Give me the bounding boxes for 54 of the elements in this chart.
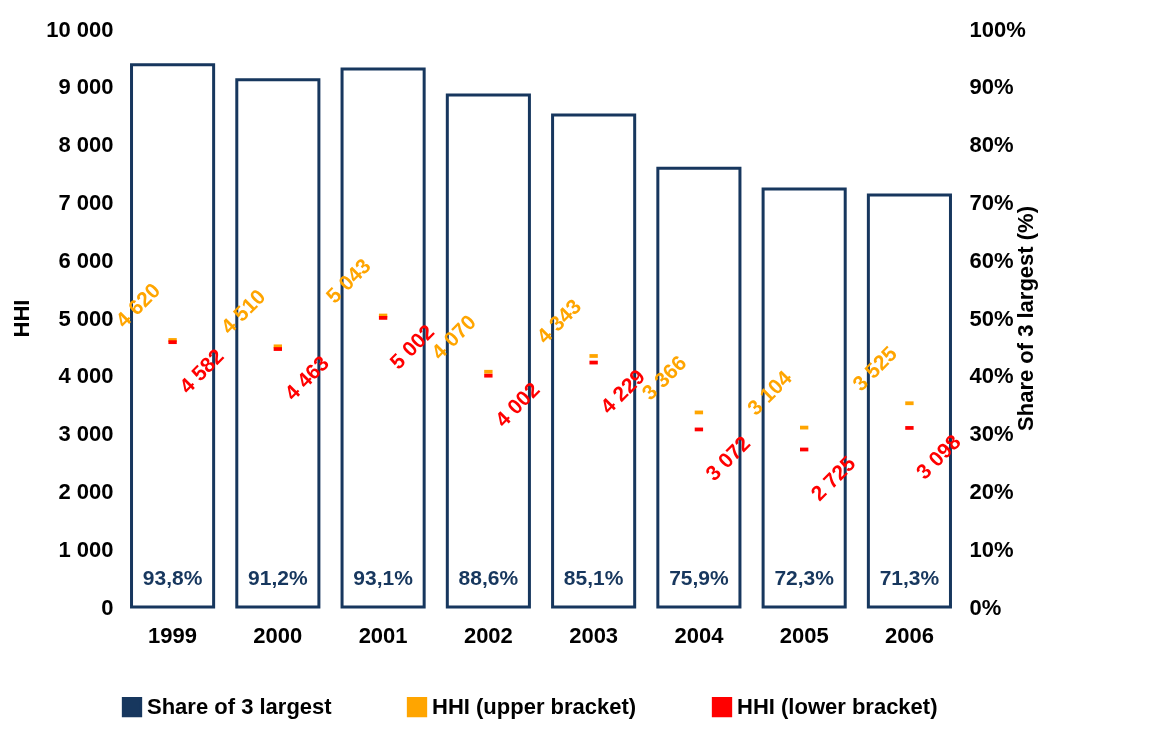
- y2-tick-label: 30%: [969, 421, 1014, 447]
- y2-tick-label: 90%: [969, 74, 1014, 100]
- y2-tick-label: 70%: [969, 189, 1014, 215]
- y-tick-label: 0: [101, 594, 114, 620]
- legend-label: HHI (upper bracket): [432, 694, 637, 720]
- y-tick-label: 5 000: [58, 305, 114, 331]
- x-tick-label: 2003: [569, 622, 619, 648]
- y2-tick-label: 10%: [969, 536, 1014, 562]
- x-tick-label: 2002: [463, 622, 513, 648]
- data-label: 72,3%: [774, 566, 835, 589]
- data-label: 2 725: [806, 451, 860, 505]
- data-label: 4 510: [216, 284, 270, 339]
- y-tick-label: 2 000: [58, 478, 114, 504]
- y2-tick-label: 80%: [969, 132, 1014, 158]
- y-tick-label: 1 000: [58, 536, 114, 562]
- data-label: 85,1%: [563, 566, 624, 589]
- data-label: 4 343: [531, 294, 586, 348]
- y2-tick-label: 100%: [969, 16, 1026, 42]
- data-label: 93,8%: [142, 566, 203, 589]
- x-tick-label: 2006: [884, 622, 934, 648]
- data-label: 71,3%: [879, 566, 940, 589]
- y2-tick-label: 40%: [969, 363, 1014, 389]
- data-label: 88,6%: [458, 566, 519, 589]
- data-label: 4 002: [490, 377, 544, 432]
- data-label: 4 463: [279, 350, 334, 405]
- data-label: 3 098: [911, 429, 965, 484]
- y-tick-label: 6 000: [58, 247, 114, 273]
- data-label: 3 525: [847, 341, 902, 395]
- x-tick-label: 2001: [358, 622, 408, 648]
- y-tick-label: 7 000: [58, 189, 114, 215]
- y-tick-label: 10 000: [46, 16, 114, 42]
- y2-tick-label: 60%: [969, 247, 1014, 273]
- legend-label: HHI (lower bracket): [737, 694, 938, 720]
- x-tick-label: 2005: [779, 622, 829, 648]
- data-label: 5 043: [321, 253, 375, 308]
- x-tick-label: 2004: [674, 622, 725, 648]
- x-tick-label: 2000: [253, 622, 303, 648]
- legend-label: Share of 3 largest: [147, 694, 333, 720]
- y2-axis-title: Share of 3 largest (%): [1012, 206, 1038, 431]
- y-tick-label: 9 000: [58, 74, 114, 100]
- data-label: 3 104: [742, 365, 797, 420]
- y-tick-label: 3 000: [58, 421, 114, 447]
- x-tick-label: 1999: [148, 622, 198, 648]
- y2-tick-label: 0%: [969, 594, 1002, 620]
- y2-tick-label: 50%: [969, 305, 1014, 331]
- data-label: 75,9%: [669, 566, 729, 589]
- data-label: 91,2%: [248, 566, 308, 589]
- y-tick-label: 4 000: [58, 363, 114, 389]
- y2-tick-label: 20%: [969, 478, 1014, 504]
- data-label: 93,1%: [353, 566, 414, 589]
- data-label: 4 582: [174, 344, 228, 398]
- y-axis-title: HHI: [9, 299, 35, 338]
- data-label: 3 072: [700, 431, 755, 485]
- y-tick-label: 8 000: [58, 132, 114, 158]
